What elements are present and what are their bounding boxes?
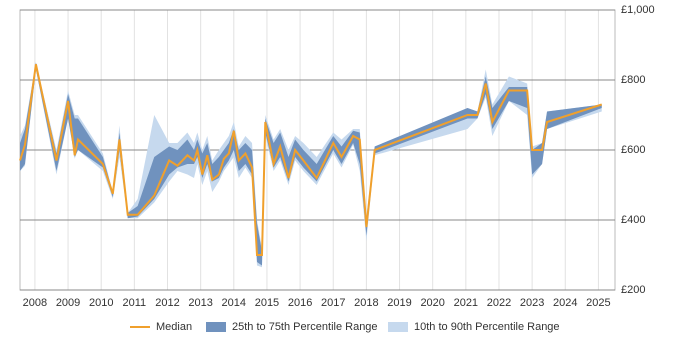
x-tick-label: 2024: [553, 297, 577, 309]
x-tick-label: 2019: [387, 297, 411, 309]
x-tick-label: 2023: [520, 297, 544, 309]
x-tick-label: 2016: [288, 297, 312, 309]
legend-label: 25th to 75th Percentile Range: [232, 321, 378, 333]
x-tick-label: 2021: [454, 297, 478, 309]
x-tick-label: 2011: [123, 297, 147, 309]
x-tick-label: 2014: [222, 297, 246, 309]
y-tick-label: £200: [621, 284, 645, 296]
y-tick-label: £600: [621, 144, 645, 156]
legend-label: 10th to 90th Percentile Range: [414, 321, 560, 333]
x-tick-label: 2022: [487, 297, 511, 309]
x-tick-label: 2015: [255, 297, 279, 309]
y-tick-label: £400: [621, 214, 645, 226]
x-tick-label: 2010: [89, 297, 113, 309]
legend-swatch: [388, 322, 408, 332]
x-tick-label: 2020: [420, 297, 444, 309]
x-tick-label: 2009: [56, 297, 80, 309]
x-tick-label: 2017: [321, 297, 345, 309]
median-line: [19, 64, 603, 256]
x-tick-label: 2008: [23, 297, 47, 309]
y-tick-label: £800: [621, 74, 645, 86]
x-tick-label: 2013: [188, 297, 212, 309]
legend-label: Median: [156, 321, 192, 333]
x-tick-label: 2018: [354, 297, 378, 309]
range-band: [20, 62, 602, 266]
y-tick-label: £1,000: [621, 4, 655, 16]
x-tick-label: 2025: [586, 297, 610, 309]
x-tick-label: 2012: [155, 297, 179, 309]
legend-swatch: [206, 322, 226, 332]
